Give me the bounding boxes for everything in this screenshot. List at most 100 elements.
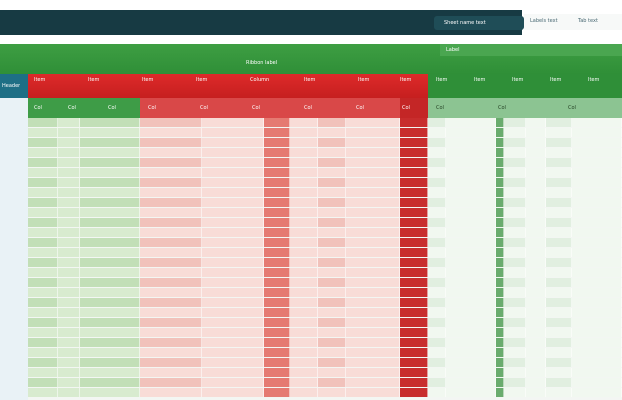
grid-cell[interactable]	[428, 288, 446, 297]
grid-cell[interactable]	[428, 278, 446, 287]
grid-cell[interactable]	[526, 178, 546, 187]
grid-cell[interactable]	[202, 148, 264, 157]
grid-cell[interactable]	[80, 278, 140, 287]
grid-cell[interactable]	[58, 318, 80, 327]
grid-cell[interactable]	[318, 118, 346, 127]
grid-cell[interactable]	[496, 198, 504, 207]
grid-cell[interactable]	[546, 128, 572, 137]
grid-cell[interactable]	[264, 198, 290, 207]
grid-cell[interactable]	[526, 128, 546, 137]
grid-cell[interactable]	[140, 218, 202, 227]
grid-cell[interactable]	[400, 308, 428, 317]
grid-cell[interactable]	[140, 318, 202, 327]
grid-cell[interactable]	[28, 168, 58, 177]
grid-cell[interactable]	[446, 318, 496, 327]
grid-cell[interactable]	[504, 128, 526, 137]
grid-cell[interactable]	[400, 208, 428, 217]
grid-cell[interactable]	[572, 218, 622, 227]
grid-cell[interactable]	[428, 168, 446, 177]
grid-cell[interactable]	[58, 358, 80, 367]
grid-cell[interactable]	[140, 388, 202, 397]
grid-cell[interactable]	[572, 138, 622, 147]
grid-cell[interactable]	[318, 188, 346, 197]
grid-cell[interactable]	[346, 308, 400, 317]
table-row[interactable]	[28, 238, 622, 247]
grid-cell[interactable]	[526, 238, 546, 247]
grid-cell[interactable]	[504, 238, 526, 247]
grid-cell[interactable]	[428, 308, 446, 317]
grid-cell[interactable]	[400, 198, 428, 207]
grid-cell[interactable]	[202, 198, 264, 207]
grid-cell[interactable]	[526, 198, 546, 207]
grid-cell[interactable]	[546, 238, 572, 247]
grid-cell[interactable]	[572, 258, 622, 267]
grid-cell[interactable]	[58, 388, 80, 397]
grid-cell[interactable]	[504, 378, 526, 387]
grid-cell[interactable]	[428, 138, 446, 147]
grid-cell[interactable]	[202, 168, 264, 177]
grid-cell[interactable]	[80, 248, 140, 257]
grid-cell[interactable]	[28, 218, 58, 227]
grid-cell[interactable]	[202, 228, 264, 237]
grid-cell[interactable]	[526, 158, 546, 167]
grid-cell[interactable]	[446, 278, 496, 287]
grid-cell[interactable]	[80, 138, 140, 147]
grid-cell[interactable]	[496, 298, 504, 307]
grid-cell[interactable]	[264, 288, 290, 297]
grid-cell[interactable]	[290, 328, 318, 337]
grid-cell[interactable]	[202, 348, 264, 357]
grid-cell[interactable]	[28, 358, 58, 367]
grid-cell[interactable]	[400, 158, 428, 167]
table-row[interactable]	[28, 168, 622, 177]
grid-cell[interactable]	[504, 158, 526, 167]
grid-cell[interactable]	[80, 188, 140, 197]
grid-cell[interactable]	[526, 188, 546, 197]
grid-cell[interactable]	[290, 378, 318, 387]
grid-cell[interactable]	[28, 258, 58, 267]
grid-cell[interactable]	[58, 368, 80, 377]
grid-cell[interactable]	[504, 288, 526, 297]
grid-cell[interactable]	[496, 228, 504, 237]
grid-cell[interactable]	[346, 368, 400, 377]
tab-1[interactable]: Labels text	[530, 18, 558, 24]
grid-cell[interactable]	[346, 278, 400, 287]
grid-cell[interactable]	[496, 308, 504, 317]
grid-cell[interactable]	[496, 178, 504, 187]
grid-cell[interactable]	[572, 328, 622, 337]
grid-cell[interactable]	[504, 388, 526, 397]
grid-cell[interactable]	[496, 148, 504, 157]
grid-cell[interactable]	[318, 218, 346, 227]
grid-cell[interactable]	[346, 208, 400, 217]
grid-cell[interactable]	[264, 238, 290, 247]
grid-cell[interactable]	[526, 288, 546, 297]
grid-cell[interactable]	[546, 188, 572, 197]
grid-cell[interactable]	[504, 138, 526, 147]
grid-cell[interactable]	[202, 338, 264, 347]
grid-cell[interactable]	[428, 368, 446, 377]
grid-cell[interactable]	[496, 128, 504, 137]
grid-cell[interactable]	[446, 188, 496, 197]
grid-cell[interactable]	[546, 278, 572, 287]
grid-cell[interactable]	[28, 268, 58, 277]
table-row[interactable]	[28, 128, 622, 137]
grid-cell[interactable]	[202, 368, 264, 377]
grid-cell[interactable]	[202, 378, 264, 387]
grid-cell[interactable]	[496, 318, 504, 327]
table-row[interactable]	[28, 118, 622, 127]
grid-cell[interactable]	[346, 118, 400, 127]
grid-cell[interactable]	[318, 128, 346, 137]
grid-cell[interactable]	[290, 208, 318, 217]
grid-cell[interactable]	[290, 148, 318, 157]
grid-cell[interactable]	[496, 268, 504, 277]
grid-cell[interactable]	[572, 288, 622, 297]
grid-cell[interactable]	[28, 188, 58, 197]
grid-cell[interactable]	[526, 308, 546, 317]
grid-cell[interactable]	[526, 388, 546, 397]
grid-cell[interactable]	[400, 168, 428, 177]
grid-cell[interactable]	[58, 228, 80, 237]
grid-cell[interactable]	[318, 378, 346, 387]
grid-cell[interactable]	[58, 218, 80, 227]
grid-cell[interactable]	[428, 318, 446, 327]
grid-cell[interactable]	[546, 298, 572, 307]
grid-cell[interactable]	[496, 168, 504, 177]
